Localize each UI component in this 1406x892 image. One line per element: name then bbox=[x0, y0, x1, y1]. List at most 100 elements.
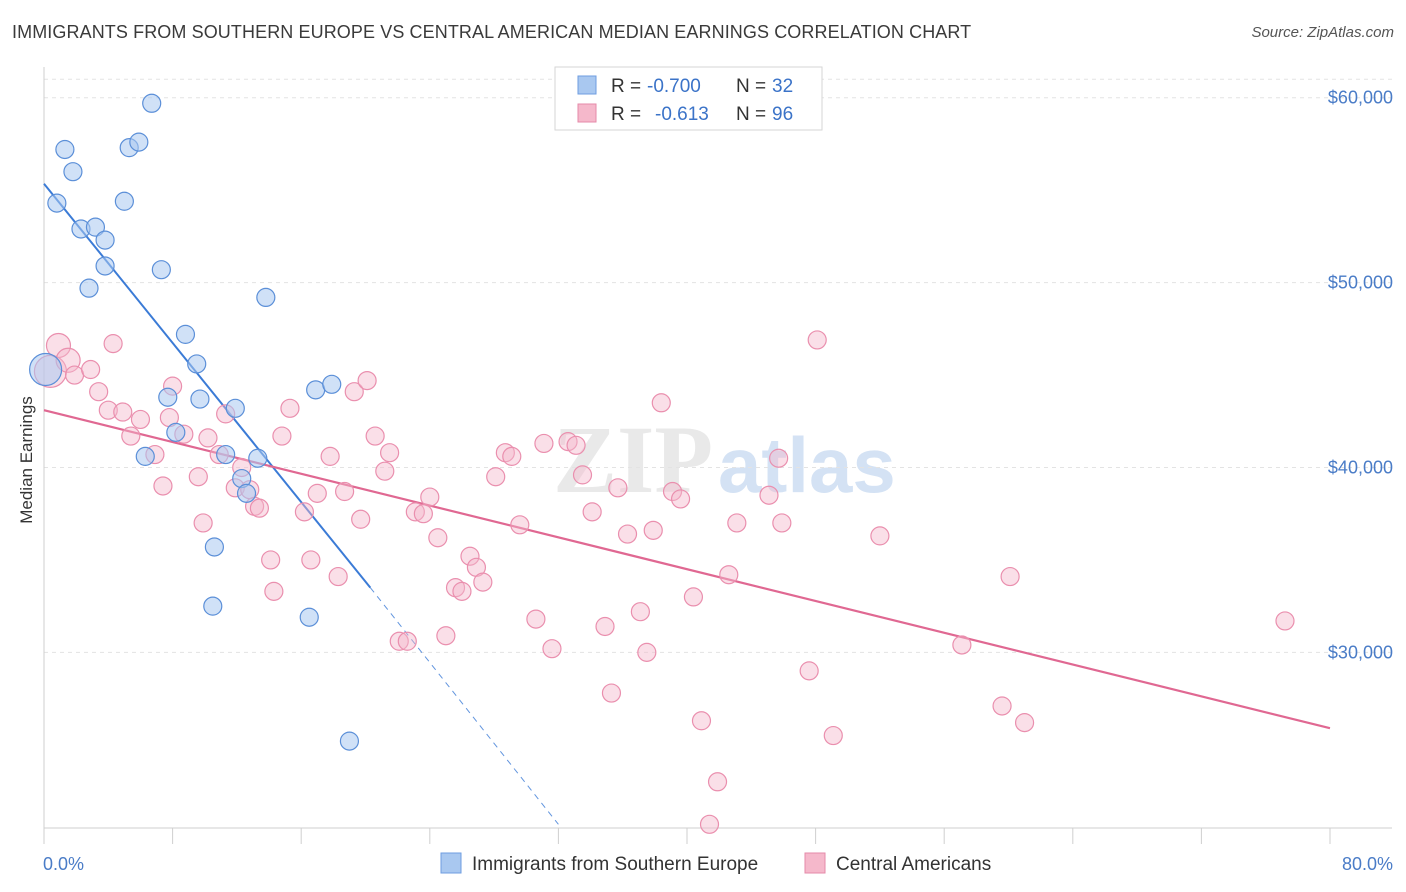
central-americans-points bbox=[33, 330, 1295, 834]
central-americans-point bbox=[601, 683, 622, 703]
central-americans-point bbox=[389, 631, 409, 651]
central-americans-point bbox=[320, 446, 340, 466]
central-americans-point bbox=[630, 602, 650, 622]
central-americans-point bbox=[113, 402, 133, 422]
source-label: Source: ZipAtlas.com bbox=[1251, 24, 1394, 41]
central-americans-point bbox=[188, 467, 208, 487]
legend-r-label-1: R = bbox=[611, 76, 641, 97]
central-americans-point bbox=[651, 393, 671, 413]
southern-europe-point bbox=[204, 537, 224, 557]
central-americans-point bbox=[542, 639, 562, 659]
southern-europe-point bbox=[29, 352, 63, 387]
central-americans-point bbox=[351, 509, 371, 529]
central-americans-point bbox=[413, 504, 433, 524]
southern-europe-point bbox=[158, 387, 178, 407]
central-americans-point bbox=[405, 502, 425, 522]
southern-europe-point bbox=[256, 287, 276, 307]
x-tick-label-max: 80.0% bbox=[1342, 854, 1393, 874]
central-americans-point bbox=[436, 626, 456, 646]
legend-swatch-blue bbox=[577, 75, 597, 95]
series-legend-label-pink: Central Americans bbox=[836, 854, 991, 875]
legend-r-value-2: -0.613 bbox=[655, 104, 709, 125]
central-americans-point bbox=[617, 524, 638, 544]
central-americans-point bbox=[328, 566, 348, 587]
southern-europe-points bbox=[29, 93, 360, 751]
y-tick-label: $40,000 bbox=[1328, 457, 1393, 477]
southern-europe-point bbox=[63, 162, 83, 182]
central-americans-point bbox=[595, 616, 615, 637]
southern-europe-point bbox=[339, 731, 360, 751]
southern-europe-point bbox=[216, 444, 236, 465]
central-americans-point bbox=[572, 465, 593, 485]
legend-n-value-2: 96 bbox=[772, 104, 793, 125]
central-americans-point bbox=[1000, 566, 1020, 587]
central-americans-point bbox=[153, 476, 173, 496]
legend-n-label-1: N = bbox=[736, 76, 766, 97]
watermark-atlas: atlas bbox=[718, 421, 896, 509]
legend-n-label-2: N = bbox=[736, 104, 766, 125]
central-americans-point bbox=[473, 572, 493, 592]
legend-r-label-2: R = bbox=[611, 104, 641, 125]
southern-europe-point bbox=[135, 446, 155, 466]
stats-legend: R = -0.700 N = 32 R = -0.613 N = 96 bbox=[554, 66, 823, 131]
central-americans-point bbox=[357, 370, 377, 391]
central-americans-point bbox=[249, 498, 270, 518]
central-americans-point bbox=[420, 487, 440, 507]
chart-title: IMMIGRANTS FROM SOUTHERN EUROPE VS CENTR… bbox=[12, 22, 972, 42]
central-americans-point bbox=[992, 696, 1012, 716]
southern-europe-point bbox=[114, 191, 134, 211]
central-americans-point bbox=[301, 550, 321, 570]
central-americans-point bbox=[608, 478, 628, 498]
central-americans-point bbox=[1014, 713, 1035, 733]
central-americans-point bbox=[375, 461, 395, 481]
southern-europe-point bbox=[225, 398, 245, 418]
central-americans-point bbox=[81, 359, 101, 380]
central-americans-point bbox=[769, 448, 789, 468]
central-americans-point bbox=[193, 513, 213, 533]
y-tick-label: $30,000 bbox=[1328, 642, 1393, 662]
central-americans-point bbox=[582, 502, 602, 522]
central-americans-point bbox=[823, 725, 843, 746]
series-legend: Immigrants from Southern Europe Central … bbox=[440, 852, 991, 875]
watermark-zip: ZIP bbox=[553, 406, 713, 513]
southern-europe-point bbox=[129, 132, 149, 152]
central-americans-point bbox=[510, 515, 530, 535]
central-americans-point bbox=[121, 426, 141, 446]
central-americans-point bbox=[526, 609, 546, 629]
central-americans-point bbox=[662, 481, 683, 502]
central-americans-point bbox=[807, 330, 827, 350]
central-americans-point bbox=[264, 581, 284, 601]
central-americans-point bbox=[643, 520, 663, 540]
central-americans-point bbox=[719, 565, 739, 585]
central-americans-point bbox=[397, 631, 417, 651]
y-tick-label: $60,000 bbox=[1328, 88, 1393, 108]
central-americans-point bbox=[759, 485, 779, 505]
central-americans-point bbox=[460, 546, 480, 566]
southern-europe-point bbox=[142, 93, 162, 113]
southern-europe-point bbox=[236, 483, 257, 503]
central-americans-point bbox=[727, 513, 747, 533]
southern-europe-trend-line bbox=[43, 183, 372, 589]
legend-r-value-1: -0.700 bbox=[647, 76, 701, 97]
series-legend-label-blue: Immigrants from Southern Europe bbox=[472, 854, 758, 875]
central-americans-point bbox=[280, 398, 300, 418]
central-americans-point bbox=[45, 332, 72, 359]
central-americans-point bbox=[637, 642, 657, 662]
southern-europe-point bbox=[55, 139, 75, 160]
central-americans-point bbox=[952, 635, 972, 655]
central-americans-point bbox=[707, 772, 728, 792]
central-americans-point bbox=[534, 433, 554, 454]
central-americans-point bbox=[103, 334, 123, 354]
legend-swatch-pink bbox=[577, 103, 597, 123]
southern-europe-point bbox=[190, 389, 210, 409]
central-americans-point bbox=[89, 382, 109, 402]
central-americans-point bbox=[64, 365, 85, 385]
southern-europe-point bbox=[95, 230, 115, 250]
y-tick-label: $50,000 bbox=[1328, 273, 1393, 293]
southern-europe-point bbox=[248, 448, 268, 468]
central-americans-point bbox=[272, 426, 292, 446]
central-americans-point bbox=[870, 526, 890, 546]
central-americans-point bbox=[683, 587, 704, 607]
southern-europe-point bbox=[85, 217, 106, 237]
